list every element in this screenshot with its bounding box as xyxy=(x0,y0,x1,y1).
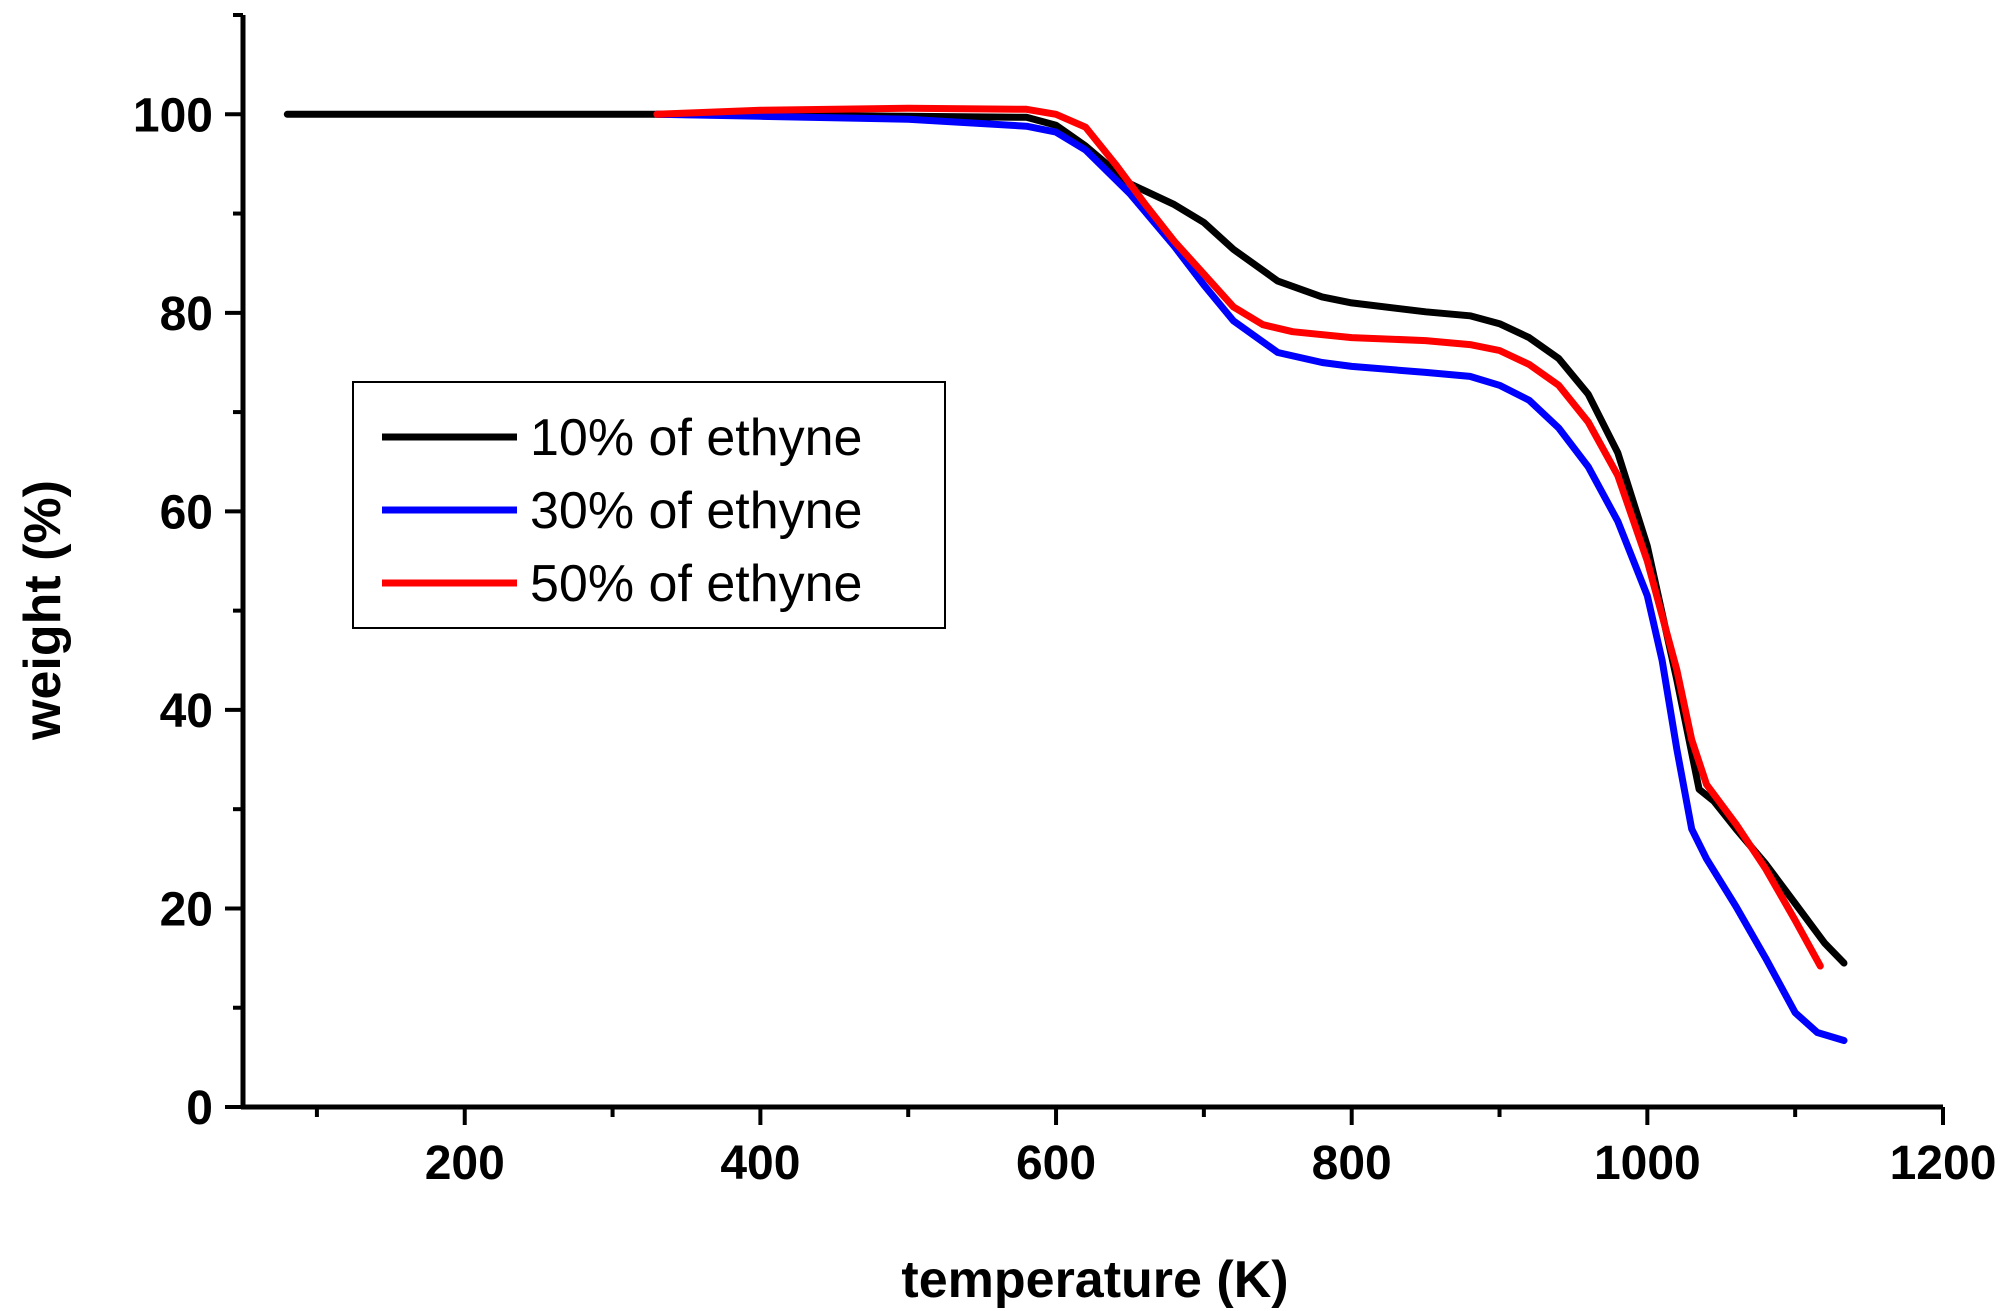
legend-label-3: 50% of ethyne xyxy=(530,555,862,613)
x-tick-label: 200 xyxy=(425,1137,505,1190)
x-axis-label: temperature (K) xyxy=(901,1251,1288,1309)
y-tick-label: 20 xyxy=(160,883,213,936)
y-tick-label: 40 xyxy=(160,685,213,738)
x-tick-label: 1000 xyxy=(1594,1137,1701,1190)
x-tick-label: 600 xyxy=(1016,1137,1096,1190)
y-tick-label: 80 xyxy=(160,288,213,341)
legend: 10% of ethyne 30% of ethyne 50% of ethyne xyxy=(352,381,946,629)
y-axis-ticks: 0 20 40 60 80 100 xyxy=(133,13,243,1135)
x-tick-label: 400 xyxy=(720,1137,800,1190)
series-lines xyxy=(283,104,1848,1044)
legend-box xyxy=(352,381,946,629)
axes-frame xyxy=(240,15,1943,1110)
legend-label-2: 30% of ethyne xyxy=(530,482,862,540)
legend-label-1: 10% of ethyne xyxy=(530,409,862,467)
x-tick-label: 1200 xyxy=(1890,1137,1997,1190)
series-line-2 xyxy=(653,110,1848,1044)
y-tick-label: 100 xyxy=(133,89,213,142)
y-axis-label: weight (%) xyxy=(14,480,72,741)
y-tick-label: 60 xyxy=(160,486,213,539)
series-line-3 xyxy=(653,104,1824,970)
x-tick-label: 800 xyxy=(1312,1137,1392,1190)
x-axis-ticks: 200 400 600 800 1000 1200 xyxy=(314,1107,1997,1190)
series-line-1 xyxy=(283,110,1848,967)
y-tick-label: 0 xyxy=(186,1082,213,1135)
